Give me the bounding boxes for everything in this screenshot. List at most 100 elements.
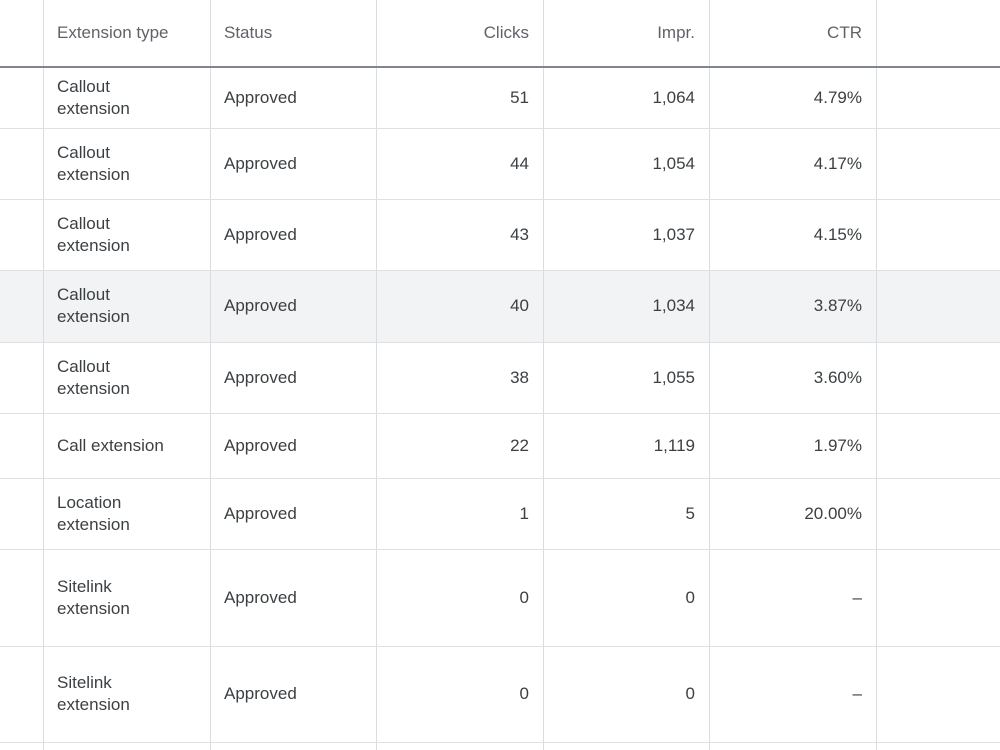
table-cell: Approved (210, 478, 376, 549)
table-cell: Approved (210, 199, 376, 270)
column-header: CTR (709, 0, 876, 66)
table-cell-text: 5 (685, 503, 695, 523)
table-cell-text: 1,037 (652, 224, 695, 244)
table-cell-text: Approved (224, 224, 297, 244)
table-cell-text: Approved (224, 435, 297, 455)
column-divider (876, 0, 877, 750)
table-cell-text: 1 (519, 503, 529, 523)
table-cell: £4 (876, 128, 1000, 199)
table-cell-text: Call extension (57, 435, 164, 455)
table-cell-text: 1,055 (652, 367, 695, 387)
table-cell-text: 4.79% (813, 87, 862, 107)
table-cell: 1,055 (543, 342, 709, 413)
table-cell-text: 3.60% (813, 367, 862, 387)
table-cell: 1 (376, 478, 543, 549)
column-divider (709, 0, 710, 750)
table-cell-text: 38 (510, 367, 529, 387)
table-cell: Call extension (43, 413, 210, 478)
table-cell-text: Callout extension (57, 213, 130, 255)
table-cell: 4.17% (709, 128, 876, 199)
table-cell: Approved (210, 342, 376, 413)
table-cell-text: Sitelink extension (57, 673, 130, 714)
table-cell: Approved (210, 270, 376, 342)
table-cell: Callout extension (43, 67, 210, 128)
table-cell-text: Approved (224, 684, 297, 703)
row-divider (0, 66, 1000, 68)
row-divider (0, 478, 1000, 479)
table-cell: Callout extension (43, 128, 210, 199)
column-divider (543, 0, 544, 750)
table-cell-text: 3.87% (813, 296, 862, 315)
table-cell: 38 (376, 342, 543, 413)
table-cell-text: 1,119 (653, 435, 695, 455)
table-cell-text: Approved (224, 503, 297, 523)
table-cell: 0 (543, 646, 709, 742)
column-header: Status (210, 0, 376, 66)
column-header: Avg. C (876, 0, 1000, 66)
row-divider (0, 128, 1000, 129)
column-header: Extension type (43, 0, 210, 66)
row-divider (0, 199, 1000, 200)
table-cell-text: 40 (510, 296, 529, 315)
table-cell-text: 43 (510, 224, 529, 244)
row-divider (0, 549, 1000, 550)
table-cell: £4 (876, 67, 1000, 128)
table-cell-text: 4.17% (813, 153, 862, 173)
table-cell: 5 (543, 478, 709, 549)
column-header-text: Impr. (657, 23, 695, 42)
row-divider (0, 270, 1000, 271)
column-header: Impr. (543, 0, 709, 66)
row-divider (0, 342, 1000, 343)
table-cell: Sitelink extension (43, 646, 210, 742)
table-cell-text: 0 (519, 684, 529, 703)
table-cell-text: Callout extension (57, 142, 130, 184)
table-cell-text: Approved (224, 87, 297, 107)
table-cell: 40 (376, 270, 543, 342)
table-cell: Approved (210, 646, 376, 742)
column-divider (376, 0, 377, 750)
column-divider (43, 0, 44, 750)
table-cell: 0 (376, 646, 543, 742)
table-cell-text: 44 (510, 153, 529, 173)
table-cell-text: 22 (510, 435, 529, 455)
table-cell-text: 1,064 (652, 87, 695, 107)
table-cell: £4 (876, 342, 1000, 413)
column-header: Clicks (376, 0, 543, 66)
table-cell-text: 1,034 (652, 296, 695, 315)
table-cell: – (709, 549, 876, 646)
table-cell: Callout extension (43, 199, 210, 270)
column-divider (210, 0, 211, 750)
table-cell-text: 4.15% (813, 224, 862, 244)
column-header-text: CTR (827, 23, 862, 42)
column-header-text: Status (224, 23, 273, 42)
row-divider (0, 413, 1000, 414)
table-cell: £3 (876, 478, 1000, 549)
table-cell: 3.87% (709, 270, 876, 342)
table-cell: £4 (876, 413, 1000, 478)
table-cell: – (709, 646, 876, 742)
table-cell: 4.79% (709, 67, 876, 128)
table-cell: Approved (210, 413, 376, 478)
table-cell: 43 (376, 199, 543, 270)
row-highlight (0, 270, 1000, 342)
table-cell: 1,034 (543, 270, 709, 342)
table-cell-text: Callout extension (57, 285, 130, 326)
table-cell-text: Sitelink extension (57, 576, 130, 618)
table-cell: 1,064 (543, 67, 709, 128)
table-cell: 1,037 (543, 199, 709, 270)
table-cell-text: 51 (510, 87, 529, 107)
table-cell: 51 (376, 67, 543, 128)
table-cell-text: Location extension (57, 492, 130, 534)
column-header-text: Extension type (57, 23, 169, 42)
table-cell: 0 (543, 549, 709, 646)
table-cell-text: 1,054 (652, 153, 695, 173)
table-cell: 3.60% (709, 342, 876, 413)
table-cell-text: 0 (685, 587, 695, 607)
table-cell-text: Callout extension (57, 76, 130, 118)
table-cell: 0 (376, 549, 543, 646)
table-cell-text: – (852, 587, 862, 607)
table-cell: Location extension (43, 478, 210, 549)
table-cell: Approved (210, 128, 376, 199)
table-cell: £4 (876, 270, 1000, 342)
